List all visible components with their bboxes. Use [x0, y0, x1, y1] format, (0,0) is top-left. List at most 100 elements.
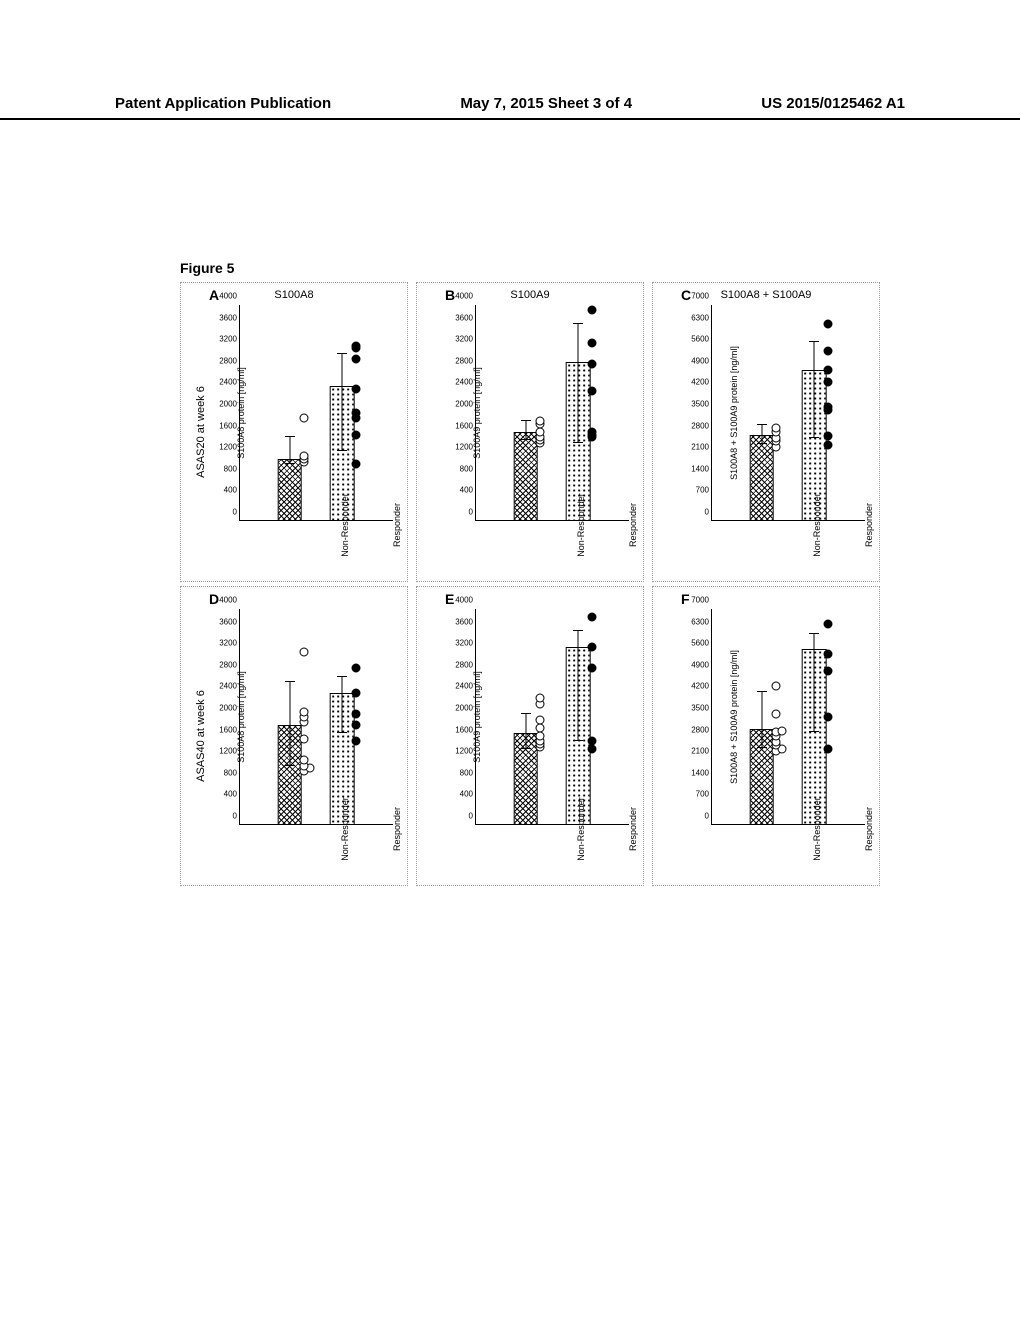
- data-point: [771, 709, 780, 718]
- y-tick: 2000: [455, 400, 473, 409]
- y-tick: 2400: [219, 682, 237, 691]
- data-point: [352, 664, 361, 673]
- plot-area: S100A8 + S100A9 protein [ng/ml]070014002…: [711, 305, 865, 521]
- error-cap: [337, 732, 347, 733]
- data-point: [352, 341, 361, 350]
- y-tick: 2100: [691, 747, 709, 756]
- y-tick: 3600: [219, 617, 237, 626]
- y-axis-label: S100A8 protein [ng/ml]: [236, 671, 246, 763]
- data-point: [299, 707, 308, 716]
- error-cap: [809, 633, 819, 634]
- data-point: [352, 430, 361, 439]
- error-cap: [573, 323, 583, 324]
- y-axis-label: S100A8 + S100A9 protein [ng/ml]: [729, 346, 739, 480]
- data-point: [352, 355, 361, 364]
- page-header: Patent Application Publication May 7, 20…: [0, 95, 1020, 120]
- error-cap: [521, 420, 531, 421]
- y-tick: 700: [696, 486, 709, 495]
- data-point: [588, 664, 597, 673]
- plot-area: S100A8 + S100A9 protein [ng/ml]070014002…: [711, 609, 865, 825]
- data-point: [588, 613, 597, 622]
- y-axis-line: [711, 305, 712, 521]
- y-tick: 0: [233, 508, 237, 517]
- error-cap: [757, 443, 767, 444]
- y-tick: 4000: [219, 292, 237, 301]
- y-tick: 3600: [219, 313, 237, 322]
- panel-F: FS100A8 + S100A9 protein [ng/ml]07001400…: [652, 586, 880, 886]
- panel-D: DASAS40 at week 6S100A8 protein [ng/ml]0…: [180, 586, 408, 886]
- row-label: ASAS40 at week 6: [195, 690, 207, 782]
- panel-title: S100A9: [417, 289, 643, 301]
- data-point: [824, 402, 833, 411]
- y-tick: 1200: [455, 443, 473, 452]
- y-tick: 400: [460, 790, 473, 799]
- data-point: [299, 414, 308, 423]
- data-point: [824, 666, 833, 675]
- error-bar: [761, 425, 762, 444]
- error-cap: [757, 747, 767, 748]
- y-tick: 5600: [691, 639, 709, 648]
- y-tick: 800: [460, 768, 473, 777]
- y-tick: 3200: [219, 335, 237, 344]
- category-label: Responder: [342, 503, 402, 547]
- y-tick: 2800: [691, 725, 709, 734]
- category-label: Responder: [814, 503, 874, 547]
- data-point: [588, 737, 597, 746]
- category-label: Responder: [578, 503, 638, 547]
- y-tick: 800: [224, 768, 237, 777]
- data-point: [777, 726, 786, 735]
- data-point: [535, 427, 544, 436]
- y-tick: 800: [224, 464, 237, 473]
- y-tick: 7000: [691, 596, 709, 605]
- data-point: [588, 427, 597, 436]
- y-tick: 3200: [455, 335, 473, 344]
- data-point: [299, 648, 308, 657]
- error-cap: [809, 731, 819, 732]
- data-point: [535, 694, 544, 703]
- panel-title: S100A8 + S100A9: [653, 289, 879, 301]
- header-left: Patent Application Publication: [115, 95, 331, 112]
- data-point: [824, 713, 833, 722]
- error-cap: [521, 713, 531, 714]
- y-tick: 1400: [691, 464, 709, 473]
- error-cap: [337, 676, 347, 677]
- y-axis-line: [239, 305, 240, 521]
- error-bar: [525, 421, 526, 440]
- y-tick: 3600: [455, 313, 473, 322]
- y-tick: 1600: [455, 421, 473, 430]
- y-tick: 400: [224, 486, 237, 495]
- plot-area: S100A9 protein [ng/ml]040080012001600200…: [475, 305, 629, 521]
- y-tick: 0: [705, 812, 709, 821]
- y-tick: 1600: [219, 421, 237, 430]
- error-cap: [573, 740, 583, 741]
- data-point: [824, 745, 833, 754]
- header-center: May 7, 2015 Sheet 3 of 4: [460, 95, 632, 112]
- error-cap: [285, 765, 295, 766]
- figure-content: Figure 5 AS100A8ASAS20 at week 6S100A8 p…: [180, 260, 880, 886]
- error-cap: [285, 436, 295, 437]
- y-tick: 0: [469, 812, 473, 821]
- data-point: [824, 347, 833, 356]
- y-tick: 800: [460, 464, 473, 473]
- y-tick: 2000: [219, 704, 237, 713]
- y-tick: 3200: [219, 639, 237, 648]
- error-cap: [809, 341, 819, 342]
- y-axis-line: [239, 609, 240, 825]
- y-tick: 2400: [455, 378, 473, 387]
- data-point: [535, 715, 544, 724]
- y-tick: 1400: [691, 768, 709, 777]
- y-axis-line: [475, 609, 476, 825]
- y-tick: 1200: [455, 747, 473, 756]
- y-tick: 0: [469, 508, 473, 517]
- y-tick: 4200: [691, 378, 709, 387]
- y-tick: 400: [460, 486, 473, 495]
- error-cap: [809, 437, 819, 438]
- data-point: [299, 452, 308, 461]
- error-bar: [814, 342, 815, 438]
- error-bar: [342, 677, 343, 734]
- y-tick: 2800: [691, 421, 709, 430]
- data-point: [824, 378, 833, 387]
- data-point: [824, 441, 833, 450]
- category-label: Responder: [342, 807, 402, 851]
- y-axis-line: [711, 609, 712, 825]
